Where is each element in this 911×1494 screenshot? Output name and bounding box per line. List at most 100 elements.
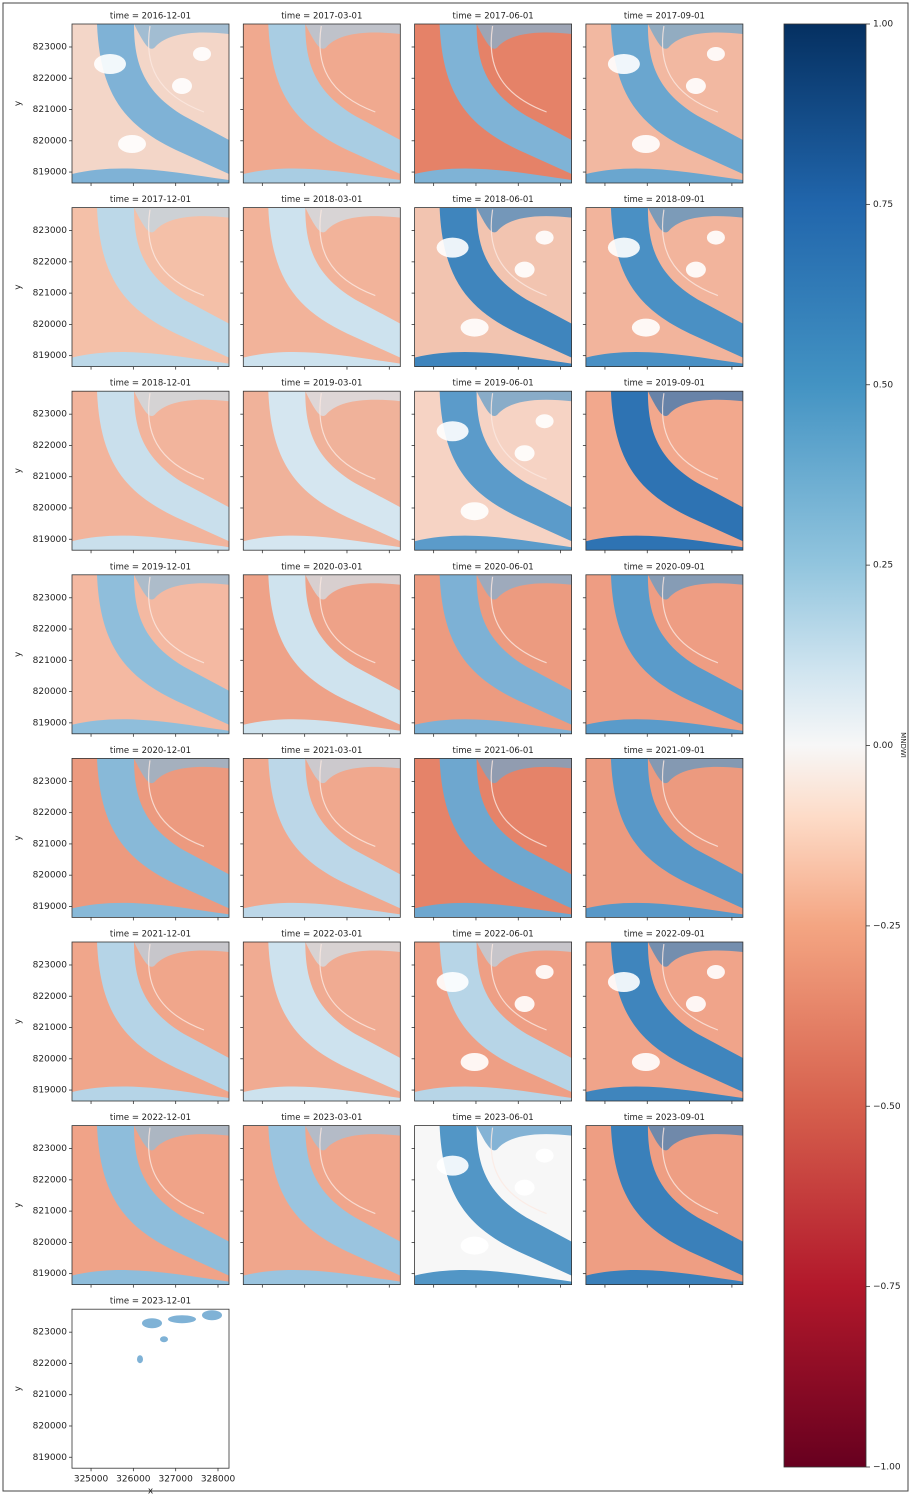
panel-frame [414,23,573,184]
raster-shore [490,1127,547,1215]
y-tick-label: 821000 [33,1023,68,1033]
raster-cloud [535,1148,554,1163]
raster-water [476,1125,572,1151]
raster-cloud [436,1155,469,1176]
y-tick-label: 821000 [33,105,68,115]
raster-water [72,902,229,918]
raster-water [97,24,229,174]
raster [72,1309,229,1469]
raster-shore [661,209,719,297]
colorbar-tick-label: −0.25 [873,921,901,931]
panel-frame [414,758,573,918]
raster-water [476,942,572,967]
raster-water [414,1086,572,1101]
panel-frame [242,390,401,551]
panel-frame [414,207,573,368]
colorbar [783,23,867,1468]
raster-water [134,1125,229,1151]
raster-water [305,574,401,600]
raster-water [476,758,572,784]
raster-cloud [460,318,489,337]
raster-shore [319,25,376,113]
y-tick-label: 822000 [33,441,68,451]
raster [414,574,572,734]
y-tick-label: 820000 [33,871,68,881]
raster-water [97,391,229,542]
y-tick-label: 823000 [33,42,68,52]
raster-water [243,902,401,918]
raster-cloud [94,54,126,74]
raster-water [72,719,229,734]
raster-water [585,902,743,918]
raster-shore [147,576,205,664]
raster [585,24,743,183]
panel-frame [71,390,230,551]
panel-frame [71,1308,230,1469]
colorbar-tick-label: 0.00 [873,741,893,751]
panel-title: time = 2021-09-01 [624,746,705,756]
y-tick-label: 819000 [33,902,68,912]
raster [414,942,572,1101]
raster-water [585,352,743,367]
raster [72,574,229,734]
panel-title: time = 2022-06-01 [453,930,534,940]
y-tick-label: 822000 [33,625,68,635]
colorbar-label: MNDWI [899,732,907,758]
x-tick-label: 327000 [158,1475,193,1485]
raster-water [160,1336,168,1343]
panel-title: time = 2021-12-01 [110,930,191,940]
raster-water [97,942,229,1092]
raster-water [268,207,401,358]
y-tick-label: 821000 [33,656,68,666]
raster-shore [319,943,376,1031]
raster-shore [147,393,205,480]
raster-water [585,719,743,734]
raster-water [268,1125,401,1276]
raster-water [134,207,229,233]
raster [585,758,743,918]
panel-frame [585,1125,744,1285]
y-tick-label: 822000 [33,808,68,818]
raster [585,1125,743,1285]
raster [72,24,229,183]
y-tick-label: 823000 [33,1144,68,1154]
panel-frame [414,941,573,1102]
raster-water [305,942,401,967]
raster [243,207,401,367]
y-axis-label: y [14,1018,24,1024]
raster-shore [147,1127,205,1215]
raster-water [305,207,401,233]
panel-frame [242,1125,401,1285]
raster-shore [661,393,719,480]
raster-cloud [607,237,640,258]
x-tick-label: 326000 [116,1475,151,1485]
raster-cloud [706,230,725,245]
raster-water [137,1355,143,1364]
raster [243,942,401,1101]
raster-cloud [514,1179,535,1196]
y-tick-label: 822000 [33,74,68,84]
raster [72,1125,229,1285]
raster-cloud [436,972,469,992]
raster [72,758,229,918]
raster-cloud [460,1053,489,1071]
raster-water [243,1270,401,1285]
raster-water [585,1270,743,1285]
raster [414,758,572,918]
raster-cloud [514,445,535,462]
raster-shore [490,576,547,664]
raster-water [439,391,572,542]
raster [414,207,572,367]
raster [585,207,743,367]
y-axis-label: y [14,284,24,290]
y-axis-label: y [14,1202,24,1208]
y-tick-label: 819000 [33,351,68,361]
raster-shore [490,393,547,480]
raster-cloud [172,78,192,94]
raster-cloud [685,78,706,94]
y-tick-label: 820000 [33,1238,68,1248]
raster-water [142,1318,162,1329]
panel-frame [242,23,401,184]
raster-water [72,1086,229,1101]
